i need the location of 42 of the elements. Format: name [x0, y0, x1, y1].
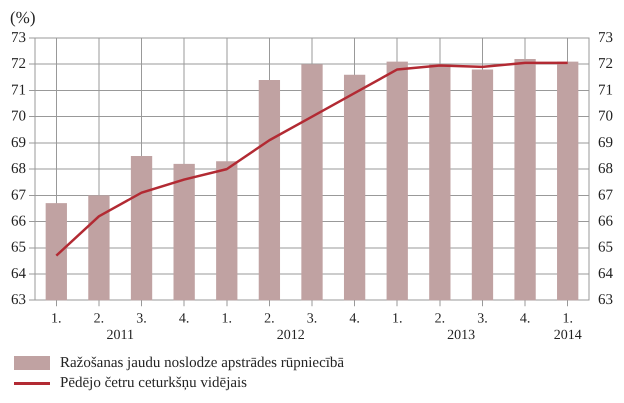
y-tick-label: 63: [11, 292, 26, 308]
y2-tick-label: 69: [598, 134, 613, 151]
y-tick-label: 72: [11, 56, 26, 72]
x-tick-label: 2.: [434, 311, 446, 326]
y2-tick-label: 70: [598, 108, 613, 125]
x-tick-label: 3.: [306, 311, 318, 326]
legend-label: Pēdējo četru ceturkšņu vidējais: [60, 374, 248, 392]
y-tick-label: 73: [11, 30, 26, 46]
x-tick-label: 1.: [562, 311, 573, 326]
y2-tick-label: 65: [598, 240, 613, 256]
x-tick-label: 1.: [392, 311, 402, 326]
y2-tick-label: 73: [598, 30, 613, 46]
x-tick-label: 3.: [136, 311, 147, 326]
y-tick-label: 70: [11, 108, 26, 125]
y-tick-label: 67: [11, 187, 26, 204]
text: 2014: [554, 328, 582, 343]
x-tick-label: 1.: [51, 311, 62, 326]
text: 2013: [447, 328, 476, 343]
x-tick-label: 2.: [94, 311, 104, 326]
x-tick-label: 4.: [520, 311, 530, 326]
y2-tick-label: 63: [598, 292, 613, 308]
legend-label: Ražošanas jaudu noslodze apstrādes rūpniecībā: [60, 354, 344, 372]
y2-tick-label: 68: [598, 161, 613, 178]
x-tick-label: 3.: [477, 311, 488, 326]
y2-tick-label: 66: [598, 213, 614, 230]
y2-tick-label: 72: [598, 56, 613, 72]
text: 2012: [276, 328, 305, 343]
x-tick-label: 4.: [178, 311, 190, 326]
y2-tick-label: 64: [598, 266, 614, 282]
y-tick-label: 65: [11, 240, 26, 256]
y-tick-label: 69: [11, 134, 26, 151]
x-tick-label: 2.: [264, 311, 275, 326]
y-tick-label: 68: [11, 161, 26, 178]
x-tick-label: 1.: [222, 311, 232, 326]
y2-tick-label: 67: [598, 187, 614, 204]
y-axis-title: (%): [10, 8, 36, 27]
text: 2011: [106, 328, 134, 343]
y-tick-label: 66: [11, 213, 26, 230]
x-tick-label: 4.: [349, 311, 360, 326]
y2-tick-label: 71: [598, 82, 613, 98]
y-tick-label: 71: [11, 82, 26, 98]
y-tick-label: 64: [11, 266, 26, 282]
